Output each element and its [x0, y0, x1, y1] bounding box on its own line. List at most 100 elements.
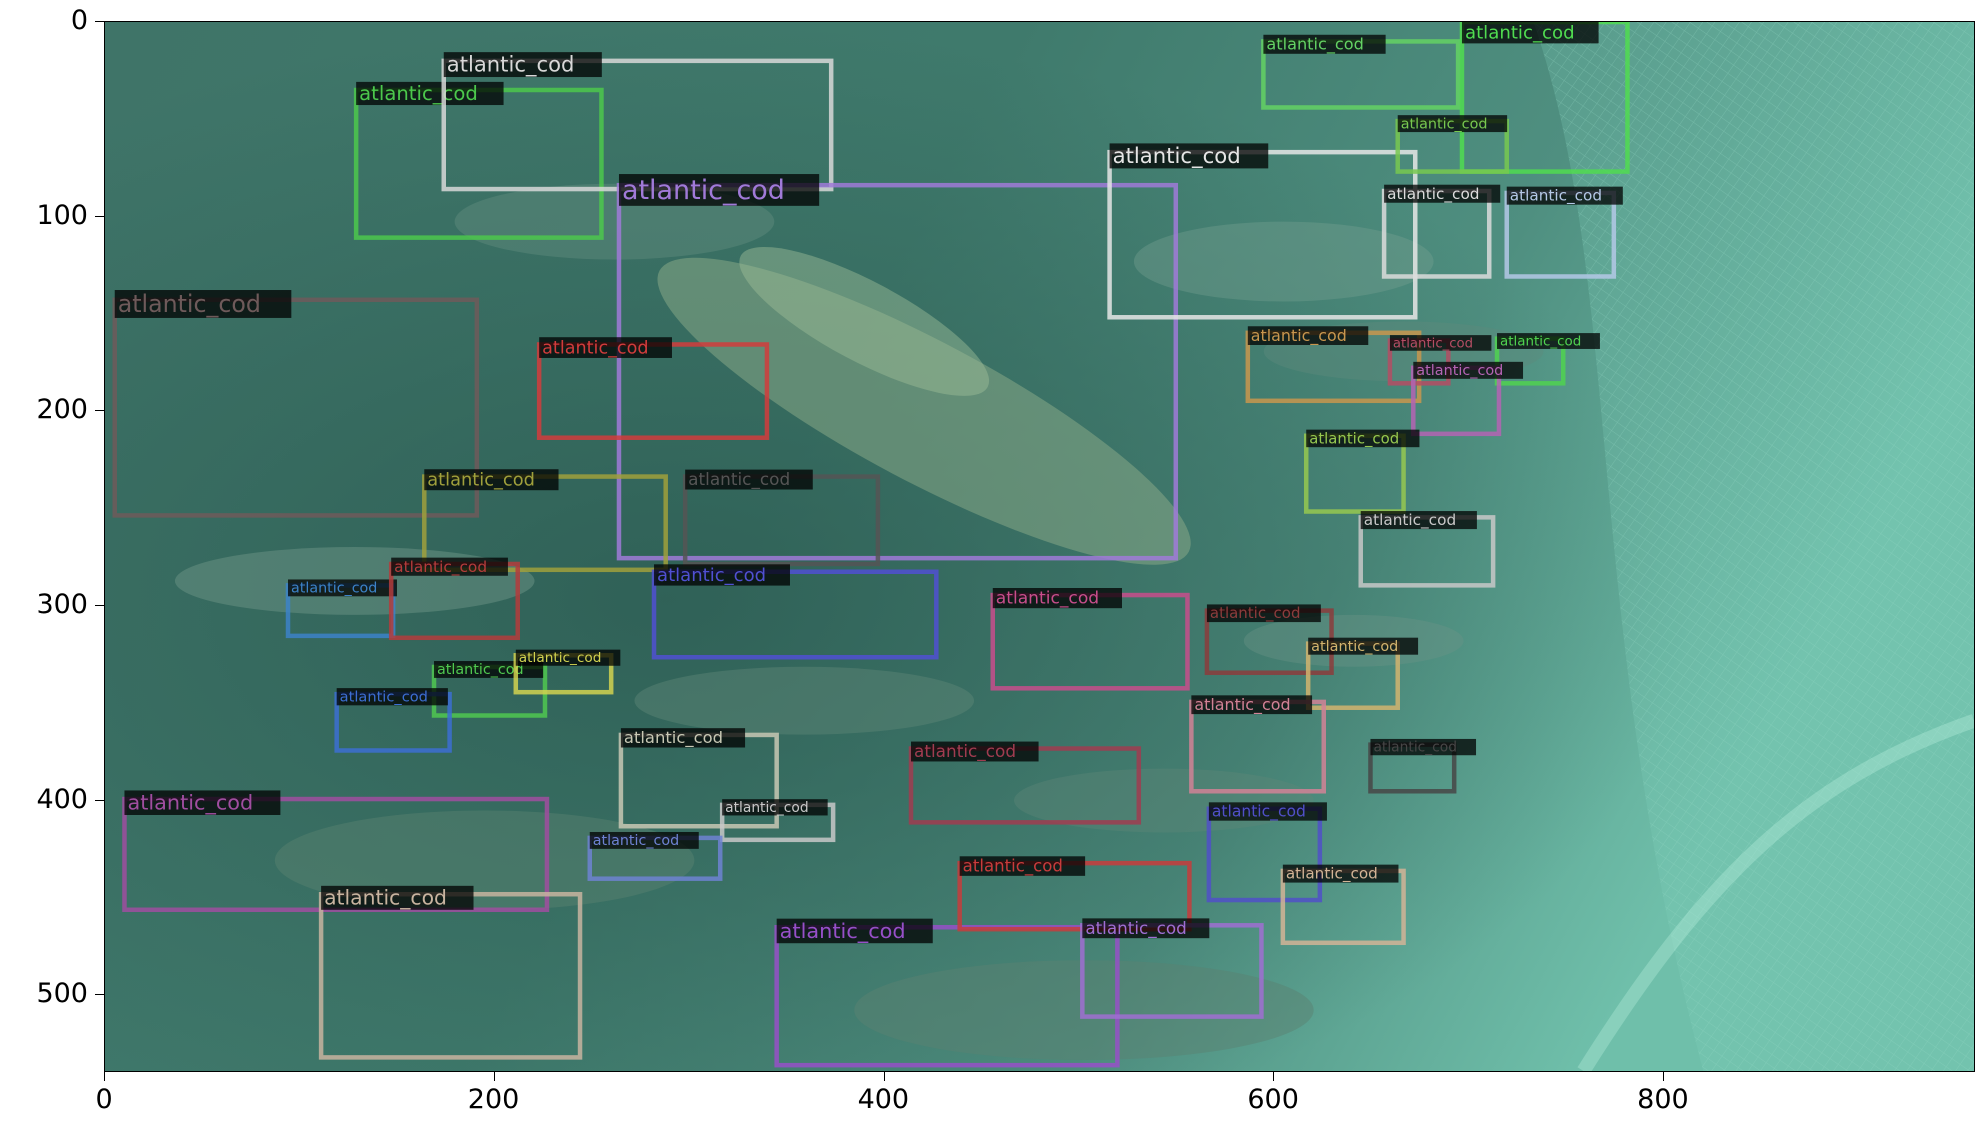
detection-label: atlantic_cod [118, 290, 261, 318]
detection-23: atlantic_cod [1107, 143, 1418, 320]
detection-label: atlantic_cod [519, 650, 602, 666]
detection-9: atlantic_cod [651, 564, 939, 660]
detection-30: atlantic_cod [1387, 335, 1492, 386]
detection-12: atlantic_cod [334, 688, 452, 753]
label-background [1109, 143, 1269, 169]
detection-39: atlantic_cod [1206, 802, 1327, 903]
label-background [685, 469, 813, 490]
y-tick-label: 500 [36, 978, 88, 1010]
detection-4: atlantic_cod [536, 337, 770, 440]
detection-label: atlantic_cod [593, 833, 679, 849]
y-tick-mark [95, 21, 104, 22]
detection-overlay: atlantic_codatlantic_codatlantic_codatla… [112, 22, 1630, 1068]
label-background [1208, 802, 1327, 821]
detection-38: atlantic_cod [1368, 738, 1477, 794]
y-tick-label: 0 [70, 5, 88, 36]
label-background [1082, 918, 1210, 939]
detection-2: atlantic_cod [616, 174, 1179, 561]
label-background [1461, 22, 1599, 44]
detection-label: atlantic_cod [447, 52, 575, 78]
label-background [539, 337, 672, 358]
detection-label: atlantic_cod [914, 741, 1016, 762]
detection-8: atlantic_cod [388, 557, 520, 641]
detection-label: atlantic_cod [1194, 695, 1290, 715]
label-background [424, 469, 559, 491]
bounding-box [536, 342, 770, 440]
label-background [356, 81, 504, 106]
label-background [620, 728, 746, 748]
detection-24: atlantic_cod [1261, 35, 1461, 110]
x-tick-label: 200 [467, 1084, 520, 1115]
detection-label: atlantic_cod [1373, 740, 1457, 756]
y-tick-mark [95, 410, 104, 412]
detection-19: atlantic_cod [908, 741, 1142, 825]
detection-label: atlantic_cod [688, 469, 790, 490]
detection-22: atlantic_cod [1080, 918, 1264, 1019]
detection-26: atlantic_cod [1395, 115, 1509, 174]
x-tick-label: 0 [95, 1084, 113, 1115]
detection-label: atlantic_cod [1266, 35, 1364, 55]
detection-14: atlantic_cod [719, 799, 836, 843]
label-background [1384, 184, 1501, 203]
detection-29: atlantic_cod [1245, 326, 1422, 404]
bounding-box [774, 925, 1120, 1068]
label-background [391, 557, 508, 576]
detection-1: atlantic_cod [441, 52, 834, 192]
detection-label: atlantic_cod [1401, 116, 1488, 132]
detection-label: atlantic_cod [622, 175, 785, 206]
label-background [114, 290, 292, 318]
detection-11: atlantic_cod [513, 649, 621, 695]
x-tick-label: 400 [857, 1084, 910, 1115]
detection-label: atlantic_cod [127, 791, 253, 815]
detection-label: atlantic_cod [542, 338, 648, 358]
detection-15: atlantic_cod [587, 831, 723, 881]
detection-31: atlantic_cod [1494, 333, 1600, 386]
label-background [1206, 604, 1321, 623]
detection-label: atlantic_cod [359, 82, 478, 105]
detection-label: atlantic_cod [963, 857, 1063, 877]
detection-label: atlantic_cod [1311, 639, 1398, 655]
detection-27: atlantic_cod [1381, 184, 1501, 279]
label-background [911, 741, 1039, 762]
label-background [1389, 335, 1492, 351]
detection-label: atlantic_cod [1251, 326, 1347, 346]
detection-0: atlantic_cod [353, 81, 604, 240]
x-tick-mark [1273, 1072, 1275, 1081]
label-background [124, 790, 281, 815]
y-tick-label: 400 [36, 783, 88, 815]
label-background [1397, 115, 1508, 133]
detection-32: atlantic_cod [1411, 361, 1524, 437]
detection-label: atlantic_cod [324, 886, 447, 911]
label-background [515, 649, 621, 666]
detection-21: atlantic_cod [990, 588, 1190, 691]
detection-label: atlantic_cod [1113, 143, 1241, 168]
detection-5: atlantic_cod [422, 469, 668, 573]
y-tick-label: 100 [36, 199, 88, 231]
detection-6: atlantic_cod [682, 469, 881, 567]
detection-label: atlantic_cod [1510, 187, 1602, 206]
label-background [443, 52, 602, 78]
detection-label: atlantic_cod [1364, 511, 1456, 530]
bounding-box [990, 592, 1190, 691]
label-background [1506, 186, 1623, 205]
label-background [1247, 326, 1369, 345]
bounding-box [318, 891, 583, 1060]
image-plot-area: atlantic_cod atlantic_cod atlantic_cod atla… [104, 21, 1975, 1072]
detection-label: atlantic_cod [1286, 865, 1378, 884]
label-background [722, 799, 828, 816]
label-background [336, 688, 448, 706]
label-background [992, 588, 1122, 609]
detection-25: atlantic_cod [1459, 22, 1630, 174]
label-background [618, 174, 820, 206]
detection-17: atlantic_cod [318, 886, 583, 1060]
y-tick-mark [95, 799, 104, 801]
detection-18: atlantic_cod [774, 918, 1120, 1068]
x-tick-label: 600 [1247, 1084, 1299, 1115]
detection-35: atlantic_cod [1204, 604, 1334, 676]
detection-label: atlantic_cod [725, 800, 808, 816]
x-tick-mark [883, 1072, 885, 1081]
label-background [776, 918, 933, 944]
x-tick-label: 800 [1637, 1084, 1689, 1115]
detection-label: atlantic_cod [1309, 429, 1399, 447]
detection-label: atlantic_cod [1212, 803, 1306, 822]
